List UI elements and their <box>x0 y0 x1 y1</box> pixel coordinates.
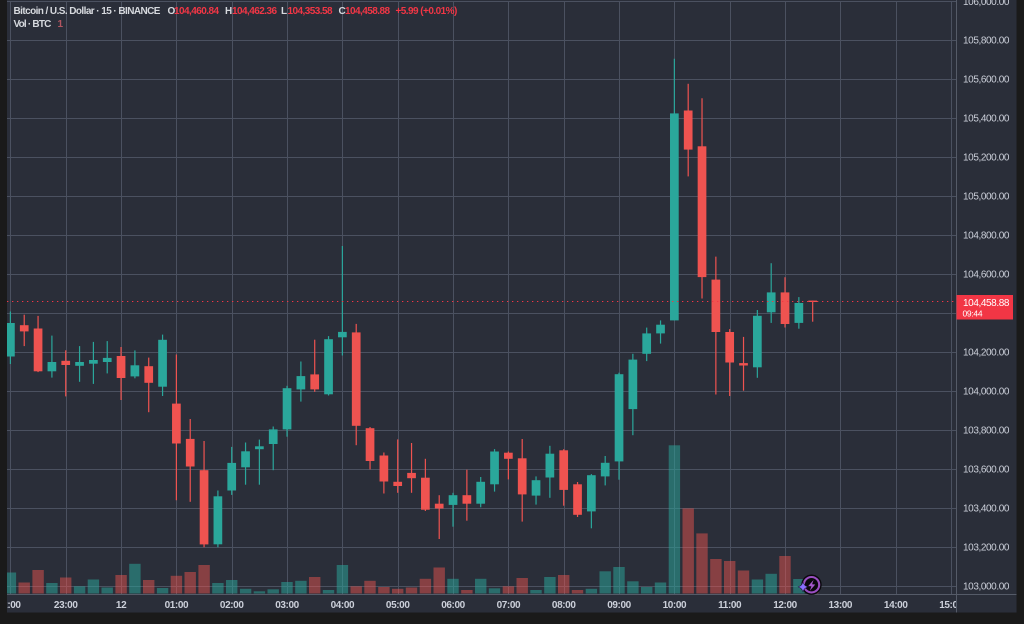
svg-text:104,462.36: 104,462.36 <box>232 6 278 17</box>
svg-text:104,458.88: 104,458.88 <box>963 298 1010 309</box>
svg-text:11:00: 11:00 <box>718 600 742 611</box>
svg-text:103,800.00: 103,800.00 <box>963 426 1010 437</box>
svg-text:105,800.00: 105,800.00 <box>963 36 1010 47</box>
svg-text:12: 12 <box>116 600 127 611</box>
svg-text:05:00: 05:00 <box>386 600 410 611</box>
svg-text:07:00: 07:00 <box>497 600 521 611</box>
svg-text:105,400.00: 105,400.00 <box>963 114 1010 125</box>
svg-text:103,600.00: 103,600.00 <box>963 465 1010 476</box>
svg-text:13:00: 13:00 <box>829 600 853 611</box>
svg-text:103,000.00: 103,000.00 <box>963 582 1010 593</box>
svg-text:104,800.00: 104,800.00 <box>963 231 1010 242</box>
svg-text:104,000.00: 104,000.00 <box>963 387 1010 398</box>
svg-text:104,460.84: 104,460.84 <box>174 6 220 17</box>
svg-text:09:44: 09:44 <box>963 309 983 319</box>
svg-text:+5.99 (+0.01%): +5.99 (+0.01%) <box>396 6 457 17</box>
svg-text:L: L <box>281 6 287 17</box>
svg-text:104,353.58: 104,353.58 <box>288 6 334 17</box>
svg-text:01:00: 01:00 <box>165 600 189 611</box>
svg-text:08:00: 08:00 <box>552 600 576 611</box>
svg-text:1: 1 <box>58 19 64 30</box>
svg-text:104,600.00: 104,600.00 <box>963 270 1010 281</box>
svg-text:Vol · BTC: Vol · BTC <box>14 19 52 30</box>
svg-text:12:00: 12:00 <box>773 600 797 611</box>
svg-text:04:00: 04:00 <box>331 600 355 611</box>
svg-text:06:00: 06:00 <box>441 600 465 611</box>
svg-text:10:00: 10:00 <box>663 600 687 611</box>
svg-text:H: H <box>225 6 232 17</box>
svg-text:103,200.00: 103,200.00 <box>963 543 1010 554</box>
svg-text:105,600.00: 105,600.00 <box>963 75 1010 86</box>
svg-text:Bitcoin / U.S. Dollar · 15 · B: Bitcoin / U.S. Dollar · 15 · BINANCE <box>14 6 161 17</box>
svg-text:106,000.00: 106,000.00 <box>963 0 1010 8</box>
svg-text:14:00: 14:00 <box>884 600 908 611</box>
svg-text:09:00: 09:00 <box>607 600 631 611</box>
svg-text:105,000.00: 105,000.00 <box>963 192 1010 203</box>
svg-text:103,400.00: 103,400.00 <box>963 504 1010 515</box>
svg-text:105,200.00: 105,200.00 <box>963 153 1010 164</box>
svg-text:03:00: 03:00 <box>275 600 299 611</box>
svg-text:104,458.88: 104,458.88 <box>345 6 391 17</box>
svg-text:104,200.00: 104,200.00 <box>963 348 1010 359</box>
svg-text:23:00: 23:00 <box>54 600 78 611</box>
svg-text:02:00: 02:00 <box>220 600 244 611</box>
